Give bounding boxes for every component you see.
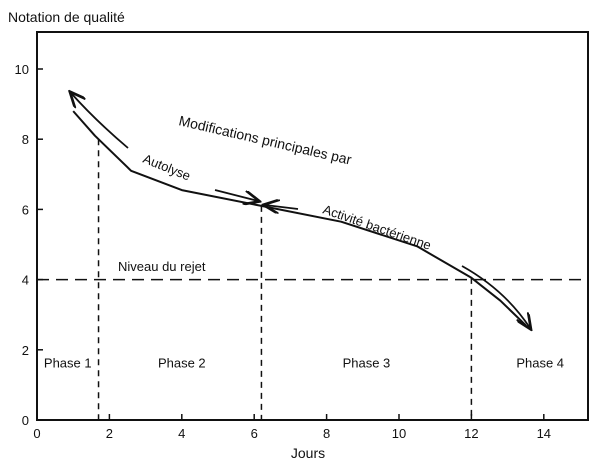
y-tick-label: 2 — [22, 343, 29, 358]
x-tick-label: 14 — [537, 426, 551, 441]
annotation-autolyse: Autolyse — [141, 151, 193, 184]
arrow-from-bacterial — [265, 205, 299, 209]
y-axis-label: Notation de qualité — [8, 9, 125, 25]
y-tick-label: 10 — [15, 62, 29, 77]
phase-label: Phase 1 — [44, 355, 92, 370]
x-tick-label: 2 — [106, 426, 113, 441]
x-tick-label: 6 — [251, 426, 258, 441]
phase-label: Phase 2 — [158, 355, 206, 370]
x-tick-label: 12 — [464, 426, 478, 441]
arrow-autolyse-up — [71, 93, 129, 149]
y-tick-label: 0 — [22, 413, 29, 428]
x-tick-label: 0 — [33, 426, 40, 441]
reject-level-label: Niveau du rejet — [118, 259, 206, 274]
plot-frame — [36, 31, 589, 421]
y-tick-label: 6 — [22, 202, 29, 217]
phase-label: Phase 4 — [516, 355, 564, 370]
quality-curve — [72, 110, 527, 326]
phase-label: Phase 3 — [343, 355, 391, 370]
x-tick-label: 4 — [178, 426, 185, 441]
arrow-to-phase2-end — [214, 189, 258, 201]
arrow-phase4-down — [461, 265, 530, 328]
x-tick-label: 8 — [323, 426, 330, 441]
y-tick-label: 4 — [22, 273, 29, 288]
x-tick-label: 10 — [392, 426, 406, 441]
y-tick-label: 8 — [22, 132, 29, 147]
annotation-main: Modifications principales par — [177, 112, 353, 167]
x-axis-label: Jours — [291, 445, 325, 461]
